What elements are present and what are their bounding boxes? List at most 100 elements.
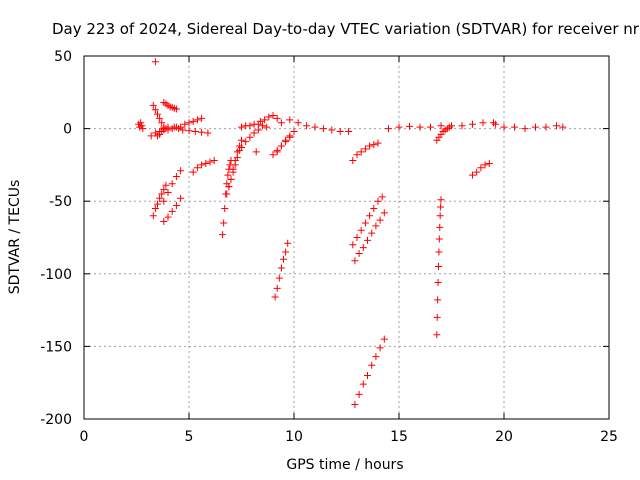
data-point	[172, 202, 180, 210]
x-tick-label: 20	[495, 429, 513, 445]
data-point	[437, 196, 445, 204]
y-tick-label: 50	[54, 49, 72, 65]
data-point	[151, 106, 159, 114]
series-arc-p	[238, 120, 271, 131]
data-point	[351, 400, 359, 408]
data-point	[185, 127, 193, 135]
series-arc-q	[256, 112, 285, 127]
data-point	[353, 151, 361, 159]
data-point	[219, 231, 227, 239]
data-point	[265, 113, 273, 121]
data-point	[385, 125, 392, 133]
data-point	[294, 119, 302, 127]
data-point	[220, 219, 228, 227]
y-tick-label: -100	[40, 267, 72, 283]
series-arc-aa	[433, 123, 453, 144]
data-point	[469, 120, 476, 128]
data-point	[364, 236, 371, 244]
data-point	[261, 116, 269, 124]
data-point	[370, 204, 378, 212]
data-point	[172, 105, 180, 113]
data-point	[162, 181, 170, 189]
data-point	[366, 142, 374, 150]
series-arc-o	[238, 126, 262, 151]
data-point	[259, 122, 266, 130]
data-point	[158, 119, 166, 127]
data-point	[311, 123, 319, 131]
series-pt-outlier	[151, 58, 159, 66]
data-point	[435, 235, 443, 243]
data-points	[135, 58, 567, 408]
data-point	[481, 161, 489, 169]
data-point	[436, 212, 444, 220]
data-point	[366, 212, 374, 220]
series-arc-f	[170, 123, 212, 137]
data-point	[361, 145, 369, 153]
data-point	[246, 122, 254, 130]
data-point	[511, 123, 518, 131]
data-point	[500, 123, 508, 131]
data-point	[138, 122, 146, 130]
data-point	[364, 371, 371, 379]
data-point	[177, 194, 185, 202]
data-point	[242, 138, 250, 146]
data-point	[225, 183, 233, 191]
data-point	[485, 159, 493, 167]
data-point	[250, 129, 258, 137]
data-point	[168, 207, 176, 215]
data-point	[433, 331, 441, 339]
series-arc-w	[349, 193, 386, 249]
data-point	[277, 142, 285, 150]
data-point	[246, 133, 254, 141]
data-point	[434, 279, 442, 287]
x-tick-label: 15	[390, 429, 408, 445]
data-point	[168, 180, 176, 188]
data-point	[189, 168, 197, 176]
data-point	[345, 128, 353, 136]
y-axis-label: SDTVAR / TECUs	[7, 180, 23, 295]
series-arc-i	[160, 167, 185, 205]
series-arc-x	[351, 209, 388, 265]
data-point	[368, 361, 376, 369]
data-point	[434, 296, 442, 304]
data-point	[198, 114, 206, 122]
data-point	[372, 222, 380, 230]
y-tick-label: -50	[49, 194, 72, 210]
data-point	[154, 110, 161, 118]
x-tick-label: 5	[185, 429, 194, 445]
data-point	[238, 123, 245, 131]
data-point	[156, 114, 164, 122]
data-point	[351, 257, 359, 265]
data-point	[445, 123, 453, 131]
data-point	[319, 125, 327, 133]
data-point	[204, 129, 212, 137]
data-point	[479, 119, 487, 127]
data-point	[303, 122, 311, 130]
data-point	[238, 143, 245, 151]
data-point	[434, 263, 442, 271]
series-arc-l	[219, 157, 235, 239]
data-point	[435, 248, 443, 256]
data-point	[154, 200, 161, 208]
data-point	[284, 239, 292, 247]
data-point	[372, 353, 380, 361]
data-point	[378, 193, 386, 201]
data-point	[160, 197, 168, 205]
data-point	[380, 209, 388, 217]
data-point	[224, 171, 232, 179]
data-point	[477, 164, 485, 172]
series-arc-d	[160, 98, 180, 113]
data-point	[282, 136, 290, 144]
data-point	[170, 123, 178, 131]
data-point	[227, 175, 235, 183]
data-point	[437, 122, 445, 130]
data-point	[269, 112, 277, 120]
data-point	[273, 148, 281, 156]
data-point	[353, 234, 361, 241]
data-point	[374, 139, 382, 147]
data-point	[137, 119, 145, 127]
data-point	[395, 123, 403, 131]
series-arc-h	[149, 181, 170, 220]
y-tick-label: 0	[63, 122, 72, 138]
